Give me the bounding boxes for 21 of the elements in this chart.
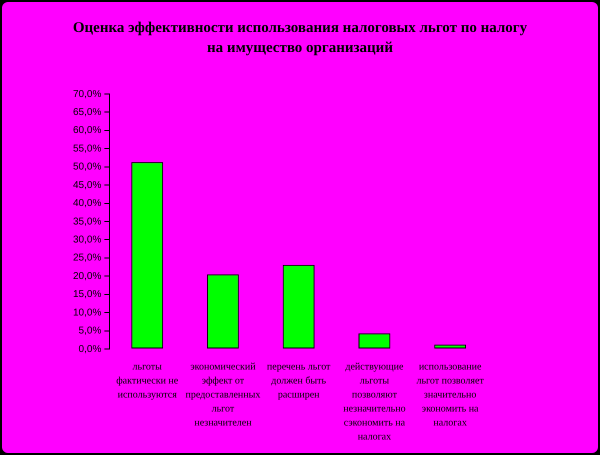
y-tick-label: 65,0% bbox=[72, 106, 102, 118]
y-tick-label: 60,0% bbox=[72, 125, 102, 136]
chart-title: Оценка эффективности использования налоговых льгот по налогу на имущество организаций bbox=[72, 19, 528, 58]
x-tick-label: действующие льготы позволяют незначительно сэкономить на налогах bbox=[343, 362, 406, 443]
x-tick-label: перечень льгот должен быть расширен bbox=[266, 362, 332, 401]
y-tick-label: 70,0% bbox=[72, 88, 102, 100]
y-tick-label: 30,0% bbox=[72, 234, 102, 246]
y-tick-label: 40,0% bbox=[72, 198, 102, 210]
y-tick-label: 45,0% bbox=[72, 180, 102, 191]
y-tick-label: 5,0% bbox=[78, 326, 102, 337]
y-tick-label: 25,0% bbox=[72, 252, 102, 264]
y-tick-label: 50,0% bbox=[72, 162, 102, 173]
x-tick-label: льготы фактически не используются bbox=[116, 362, 179, 401]
y-tick-label: 0,0% bbox=[78, 344, 102, 355]
y-tick-label: 20,0% bbox=[72, 270, 102, 282]
x-tick-label: экономический эффект от предоставленных льгот незначителен bbox=[186, 362, 260, 429]
y-tick-label: 55,0% bbox=[72, 143, 102, 154]
y-tick-label: 15,0% bbox=[72, 289, 102, 300]
y-tick-label: 10,0% bbox=[72, 307, 102, 318]
x-tick-label: использование льгот позволяет значительно экономить на налогах bbox=[416, 362, 484, 429]
y-tick-label: 35,0% bbox=[72, 216, 102, 228]
